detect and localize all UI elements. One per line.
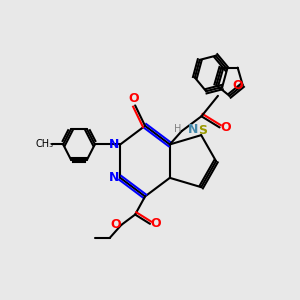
Text: O: O [220,121,231,134]
Text: N: N [109,138,119,151]
Text: O: O [110,218,121,232]
Text: O: O [151,217,161,230]
Text: N: N [188,123,198,136]
Text: O: O [232,79,243,92]
Text: S: S [198,124,207,137]
Text: O: O [128,92,139,105]
Text: CH₃: CH₃ [35,140,53,149]
Text: N: N [109,171,119,184]
Text: H: H [174,124,182,134]
